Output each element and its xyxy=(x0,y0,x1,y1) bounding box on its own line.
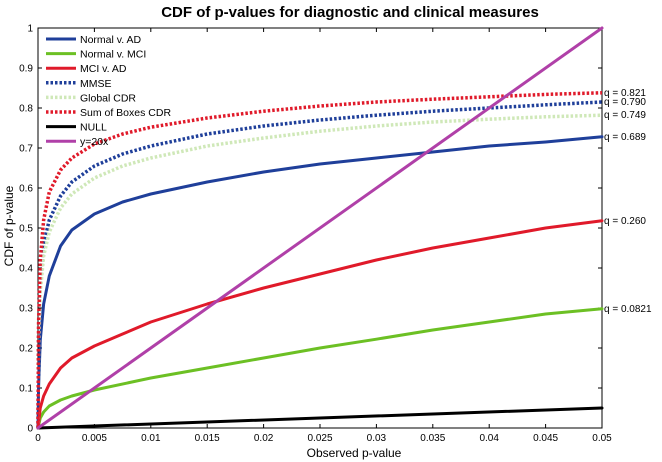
legend-label-sum-of-boxes-cdr: Sum of Boxes CDR xyxy=(80,107,171,119)
plot-area: 0 0.005 0.01 0.015 0.02 0.025 0.03 0.035 0.04 0.0… xyxy=(19,24,652,445)
chart-title: CDF of p-values for diagnostic and clini… xyxy=(161,4,539,21)
y-tick-label: 0.8 xyxy=(19,104,33,115)
x-tick-label: 0.05 xyxy=(592,433,612,444)
series-line-null xyxy=(36,406,604,430)
legend-label-y-20x: y=20x xyxy=(80,136,109,148)
y-tick-label: 0.9 xyxy=(19,64,33,75)
y-axis: 0 0.1 0.2 0.3 0.4 0.5 0.6 0.7 0.8 0.9 1 xyxy=(19,24,602,435)
series-lines xyxy=(36,26,604,430)
x-tick-label: 0 xyxy=(35,433,41,444)
y-tick-label: 0.4 xyxy=(19,264,33,275)
q-annotation-normal-v-mci: q = 0.0821 xyxy=(604,304,652,315)
y-tick-label: 1 xyxy=(27,24,33,35)
legend: Normal v. AD Normal v. MCI MCI v. AD MMSE Gl… xyxy=(46,34,171,148)
q-annotation-global-cdr: q = 0.749 xyxy=(604,110,646,121)
q-annotation-normal-v-ad: q = 0.689 xyxy=(604,132,646,143)
q-annotation-mci-v-ad: q = 0.260 xyxy=(604,216,646,227)
legend-label-global-cdr: Global CDR xyxy=(80,92,136,104)
x-axis: 0 0.005 0.01 0.015 0.02 0.025 0.03 0.035 0.04 0.0… xyxy=(35,28,612,444)
x-tick-label: 0.04 xyxy=(479,433,499,444)
y-tick-label: 0 xyxy=(27,424,33,435)
y-tick-label: 0.7 xyxy=(19,144,33,155)
q-annotation-sum-of-boxes-cdr: q = 0.821 xyxy=(604,88,646,99)
x-tick-label: 0.02 xyxy=(254,433,274,444)
y-tick-label: 0.6 xyxy=(19,184,33,195)
legend-label-null: NULL xyxy=(80,122,107,134)
y-tick-label: 0.5 xyxy=(19,224,33,235)
series-line-y-20x xyxy=(36,26,604,430)
legend-label-mci-v-ad: MCI v. AD xyxy=(80,63,127,75)
q-annotation-mmse: q = 0.790 xyxy=(604,97,646,108)
series-line-sum-of-boxes-cdr xyxy=(36,91,603,429)
legend-label-normal-v-ad: Normal v. AD xyxy=(80,34,141,46)
x-tick-label: 0.005 xyxy=(82,433,107,444)
x-tick-label: 0.01 xyxy=(141,433,161,444)
series-line-normal-v-ad xyxy=(36,135,604,430)
y-tick-label: 0.2 xyxy=(19,344,33,355)
x-tick-label: 0.045 xyxy=(533,433,558,444)
x-tick-label: 0.03 xyxy=(367,433,387,444)
x-tick-label: 0.025 xyxy=(307,433,332,444)
y-tick-label: 0.3 xyxy=(19,304,33,315)
series-line-mci-v-ad xyxy=(36,219,604,430)
x-axis-label: Observed p-value xyxy=(307,446,402,460)
y-axis-label: CDF of p-value xyxy=(2,185,16,266)
x-tick-label: 0.035 xyxy=(420,433,445,444)
y-tick-label: 0.1 xyxy=(19,384,33,395)
series-line-global-cdr xyxy=(36,113,603,429)
legend-label-normal-v-mci: Normal v. MCI xyxy=(80,49,146,61)
series-line-normal-v-mci xyxy=(36,307,604,430)
x-tick-label: 0.015 xyxy=(195,433,220,444)
series-line-mmse xyxy=(36,100,603,429)
legend-label-mmse: MMSE xyxy=(80,78,112,90)
